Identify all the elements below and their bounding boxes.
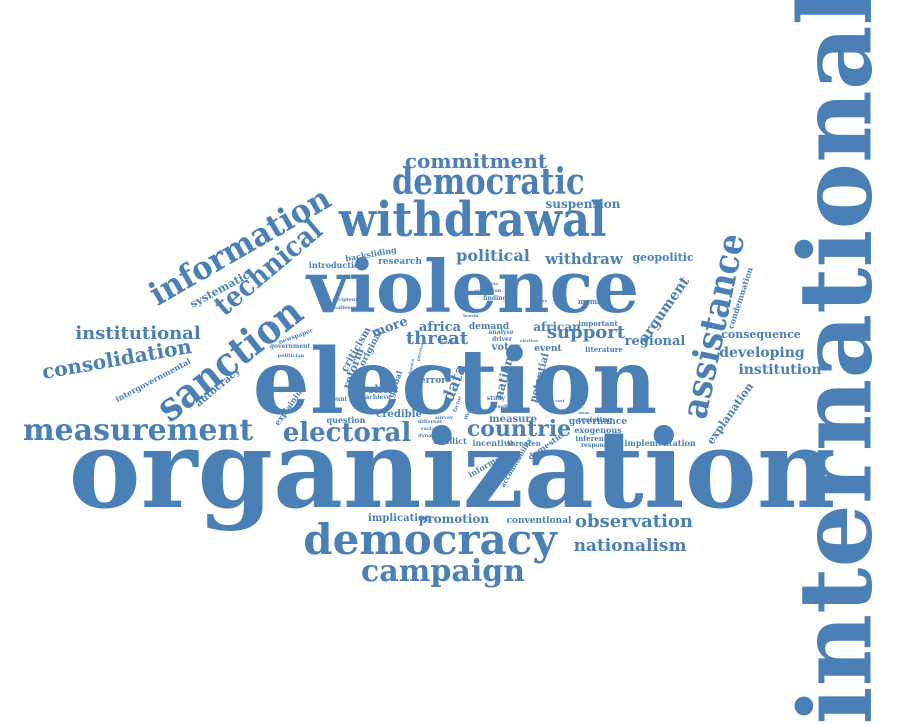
word-democratic: democratic — [391, 161, 585, 203]
word-measure: measure — [489, 414, 537, 425]
word-withdraw: withdraw — [545, 249, 623, 268]
word-dynamic: dynamic — [418, 432, 442, 439]
word-study: study — [486, 395, 506, 402]
word-african: african — [533, 320, 581, 334]
word-introduction: introduction — [308, 260, 366, 270]
word-governance: governance — [568, 416, 628, 427]
word-cost: cost — [555, 398, 565, 403]
word-institutional: institutional — [75, 323, 201, 344]
word-countrie: countrie — [466, 416, 572, 442]
word-measurement: measurement — [22, 413, 254, 448]
word-geopolitic: geopolitic — [632, 250, 694, 264]
word-context: context — [360, 407, 378, 412]
word-different: different — [417, 418, 443, 425]
word-voter: voter — [491, 342, 521, 353]
word-achieve: achieve — [365, 394, 391, 401]
word-observation: observation — [574, 511, 694, 532]
word-incentive: incentive — [472, 438, 514, 448]
word-implication: implication — [368, 513, 432, 524]
word-result: result — [491, 403, 509, 410]
word-withdrawal: withdrawal — [339, 192, 607, 248]
word-variable: variable — [420, 425, 444, 432]
word-political: political — [456, 246, 530, 265]
word-democracy: democracy — [303, 515, 557, 564]
word-credible: credible — [376, 409, 422, 420]
word-politic: politic — [359, 382, 399, 396]
word-recipient: recipient — [332, 296, 358, 303]
word-threaten: threaten — [507, 438, 541, 448]
word-research: research — [378, 256, 422, 267]
word-inference: inference — [575, 433, 613, 443]
word-electoral: electoral — [282, 418, 412, 448]
word-challenge: challenge — [330, 304, 358, 311]
word-threat: threat — [405, 328, 469, 349]
word-member: member — [577, 296, 611, 306]
word-politician: politician — [277, 352, 305, 359]
word-benefit: benefit — [463, 313, 479, 318]
word-developing: developing — [719, 345, 805, 361]
word-driver: driver — [491, 336, 513, 343]
word-leader: leader — [441, 339, 459, 346]
word-demand: demand — [468, 321, 510, 332]
word-election: election — [520, 338, 538, 343]
word-analyse: analyse — [488, 329, 514, 336]
word-commitment: commitment — [404, 149, 548, 173]
word-consequence: consequence — [721, 327, 801, 341]
word-support: support — [546, 322, 626, 343]
word-regional: regional — [624, 333, 686, 349]
word-survey: survey — [434, 414, 454, 421]
word-institution: institution — [738, 362, 822, 378]
word-condition: condition — [474, 287, 502, 294]
word-government: government — [269, 343, 311, 350]
word-promotion: promotion — [418, 512, 490, 526]
word-conventional: conventional — [506, 515, 572, 526]
word-positive: positive — [481, 281, 499, 286]
word-respondent: respondent — [580, 442, 620, 449]
word-suspension: suspension — [545, 197, 621, 211]
word-exogenous: exogenous — [574, 425, 622, 435]
word-event: event — [534, 343, 562, 354]
word-finding: finding — [483, 295, 507, 302]
word-violence: violence — [306, 244, 640, 329]
word-organization: organization — [68, 407, 836, 533]
word-literature: literature — [585, 344, 623, 354]
word-resisting: resisting — [577, 414, 613, 424]
word-question: question — [326, 415, 366, 425]
word-account: account — [320, 396, 348, 403]
word-status: status — [533, 298, 547, 303]
word-conflict: conflict — [433, 436, 467, 446]
word-issue: issue — [578, 410, 590, 415]
word-nationalism: nationalism — [573, 535, 687, 556]
word-campaign: campaign — [360, 554, 526, 589]
word-important: important — [578, 318, 618, 328]
word-error: error — [420, 375, 446, 386]
word-africa: africa — [418, 319, 462, 335]
word-implementation: implementation — [624, 438, 696, 448]
word-election: election — [252, 329, 658, 435]
